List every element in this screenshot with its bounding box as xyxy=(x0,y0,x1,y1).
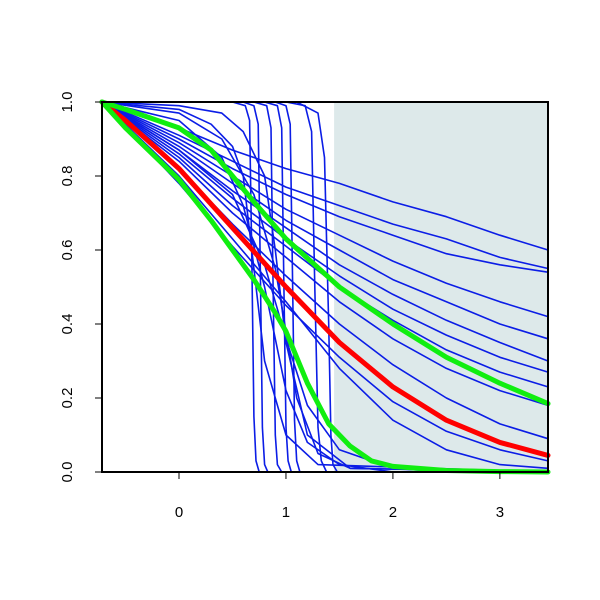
x-tick-label: 0 xyxy=(175,504,183,521)
y-tick-label: 0.4 xyxy=(59,314,76,335)
sample-curve-14 xyxy=(101,101,549,473)
sample-curve-6 xyxy=(101,101,549,373)
y-tick-label: 0.8 xyxy=(59,166,76,187)
x-axis: 0 1 2 3 xyxy=(175,471,504,521)
x-tick-label: 1 xyxy=(282,504,290,521)
shaded-region xyxy=(334,102,548,472)
y-tick-label: 0.6 xyxy=(59,240,76,261)
y-tick-label: 0.2 xyxy=(59,388,76,409)
band-curve-25 xyxy=(99,99,551,407)
sample-curve-1 xyxy=(101,101,549,270)
sample-curve-8 xyxy=(101,101,549,407)
mean-curve-24 xyxy=(99,99,551,458)
sample-curve-23 xyxy=(101,101,549,473)
x-tick-label: 2 xyxy=(389,504,397,521)
sample-curve-3 xyxy=(101,101,549,318)
sample-curve-4 xyxy=(101,101,549,340)
sample-curve-2 xyxy=(101,101,549,274)
y-tick-label: 1.0 xyxy=(59,92,76,113)
band-curve-26 xyxy=(99,99,551,475)
x-tick-label: 3 xyxy=(496,504,504,521)
sample-curve-11 xyxy=(101,101,549,470)
y-axis: 0.0 0.2 0.4 0.6 0.8 1.0 xyxy=(59,92,103,483)
sample-curve-5 xyxy=(101,101,549,362)
sample-curve-15 xyxy=(101,101,549,473)
y-tick-label: 0.0 xyxy=(59,462,76,483)
